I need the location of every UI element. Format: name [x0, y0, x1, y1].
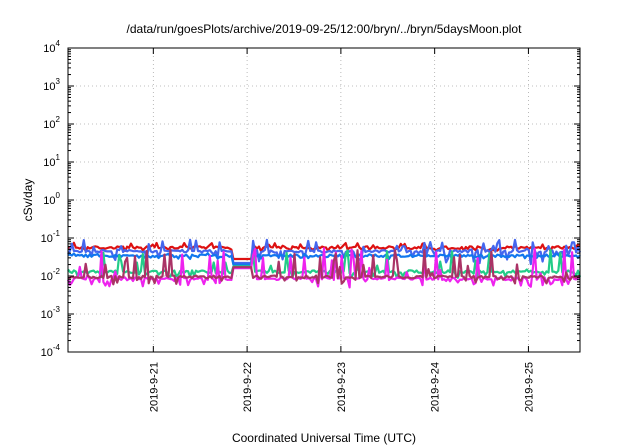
x-tick-label: 2019-9-25	[523, 362, 535, 412]
grid-lines	[68, 48, 580, 352]
y-tick-label: 10-2	[41, 267, 61, 283]
y-tick-label: 100	[43, 191, 60, 207]
series-line	[67, 248, 581, 286]
x-tick-label: 2019-9-22	[242, 362, 254, 412]
chart-title: /data/run/goesPlots/archive/2019-09-25/1…	[127, 22, 523, 36]
y-tick-label: 103	[43, 77, 60, 93]
y-tick-label: 10-1	[41, 229, 61, 245]
x-tick-label: 2019-9-23	[336, 362, 348, 412]
y-tick-label: 10-4	[41, 343, 61, 359]
y-tick-label: 101	[43, 153, 60, 169]
series-line	[67, 248, 582, 279]
y-tick-label: 102	[43, 115, 60, 131]
y-axis-label: cSv/day	[21, 179, 35, 222]
x-axis: 2019-9-21 2019-9-22 2019-9-23 2019-9-24 2019…	[148, 48, 535, 412]
x-axis-label: Coordinated Universal Time (UTC)	[232, 431, 416, 445]
x-tick-label: 2019-9-21	[148, 362, 160, 412]
x-tick-label: 2019-9-24	[430, 362, 442, 412]
y-tick-label: 104	[43, 39, 60, 55]
series-layer	[66, 238, 582, 289]
y-axis: 10-4 10-3 10-2 10-1 100 101 102 103 104	[41, 39, 580, 359]
y-tick-label: 10-3	[41, 305, 61, 321]
